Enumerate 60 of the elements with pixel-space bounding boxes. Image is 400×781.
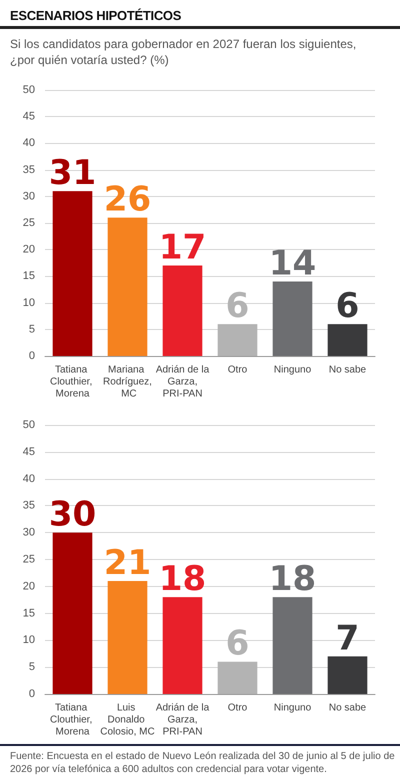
data-label: 21: [104, 543, 152, 584]
y-tick-label: 30: [22, 526, 35, 539]
chart-subtitle: Si los candidatos para gobernador en 2027 fueran los siguientes, ¿por quién votaría usted? (%): [10, 36, 358, 68]
bar: [108, 218, 148, 356]
y-tick-label: 0: [28, 350, 35, 362]
y-tick-label: 5: [28, 661, 35, 674]
y-tick-label: 0: [28, 688, 35, 700]
x-tick-label: Ninguno: [274, 364, 312, 376]
y-tick-label: 15: [22, 270, 35, 282]
bar: [52, 532, 92, 694]
y-tick-label: 20: [22, 244, 35, 256]
data-label: 6: [226, 624, 250, 664]
data-label: 17: [158, 228, 206, 268]
y-tick-label: 50: [22, 84, 35, 96]
data-label: 26: [104, 180, 152, 220]
x-tick-label: Luis Donaldo Colosio, MC: [100, 702, 155, 738]
x-tick-label: Otro: [228, 702, 248, 714]
bar: [162, 266, 202, 356]
data-label: 6: [336, 286, 360, 326]
y-tick-label: 40: [22, 137, 35, 150]
x-tick-label: Tatiana Clouthier, Morena: [50, 364, 96, 400]
bar: [162, 597, 202, 694]
data-label: 31: [48, 153, 96, 194]
x-tick-label: Adrián de la Garza, PRI-PAN: [156, 702, 210, 738]
y-tick-label: 15: [22, 607, 35, 620]
y-tick-label: 30: [22, 190, 35, 202]
data-label: 18: [268, 559, 316, 600]
y-tick-label: 50: [22, 419, 35, 431]
bar: [272, 597, 312, 694]
y-tick-label: 40: [22, 472, 35, 485]
bar: [328, 656, 368, 694]
y-tick-label: 5: [28, 323, 35, 336]
data-label: 7: [336, 618, 360, 658]
y-tick-label: 45: [22, 110, 35, 123]
x-tick-label: Ninguno: [274, 702, 312, 714]
x-tick-label: Otro: [228, 364, 248, 376]
bar: [272, 282, 312, 356]
y-tick-label: 45: [22, 446, 35, 458]
bar: [52, 191, 92, 356]
y-tick-label: 35: [22, 164, 35, 176]
y-tick-label: 25: [22, 554, 35, 566]
y-tick-label: 10: [22, 634, 35, 646]
data-label: 6: [226, 286, 250, 326]
x-tick-label: Tatiana Clouthier, Morena: [50, 702, 96, 738]
y-tick-label: 20: [22, 580, 35, 592]
chart-title: ESCENARIOS HIPOTÉTICOS: [10, 8, 182, 23]
y-tick-label: 25: [22, 217, 35, 229]
source-note: Fuente: Encuesta en el estado de Nuevo León realizada del 30 de junio al 5 de julio de 2026 por vía telefónica a 600 adultos con credencial para votar vigente.: [10, 750, 395, 776]
x-tick-label: No sabe: [328, 702, 367, 714]
data-label: 18: [158, 559, 206, 600]
data-label: 14: [268, 244, 316, 284]
x-tick-label: No sabe: [328, 364, 367, 376]
y-tick-label: 35: [22, 500, 35, 512]
bar: [328, 324, 368, 356]
bar: [218, 662, 258, 694]
y-tick-label: 10: [22, 296, 35, 309]
x-tick-label: Adrián de la Garza, PRI-PAN: [156, 364, 210, 400]
bar: [218, 324, 258, 356]
bar: [108, 581, 148, 694]
x-tick-label: Mariana Rodríguez, MC: [103, 364, 152, 400]
